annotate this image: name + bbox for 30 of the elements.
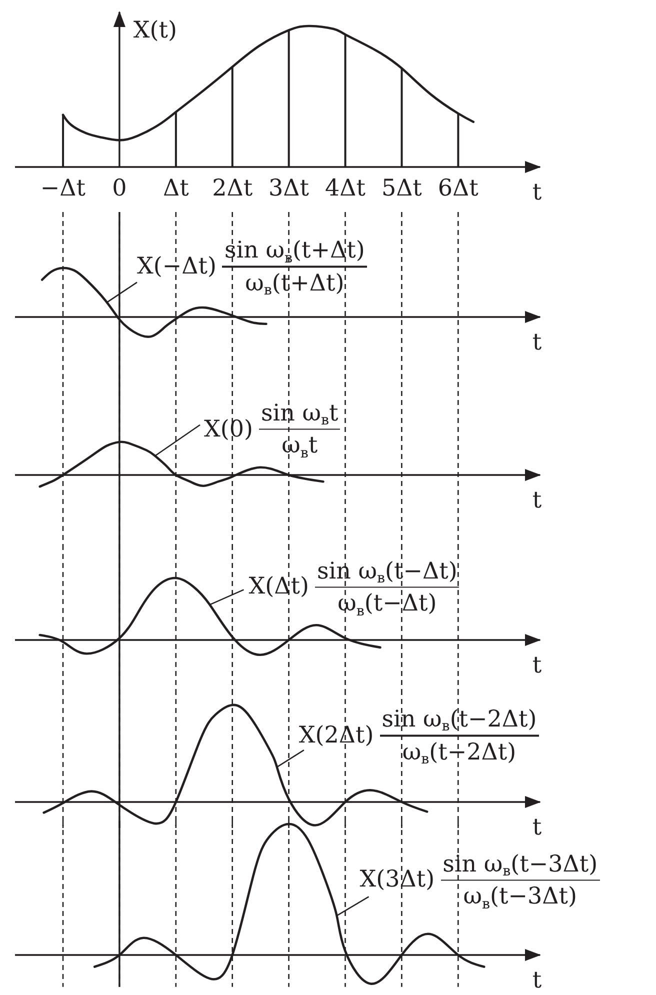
text: sin ω$_{в}$t: [260, 400, 340, 429]
annotation: sin ω$_{в}$(t−2Δt): [380, 706, 538, 736]
x-tick-label: 4Δt: [324, 175, 366, 202]
annotation: ω$_{в}$(t−2Δt): [402, 738, 516, 768]
x-axis-title: t: [532, 968, 542, 994]
x-axis-title: t: [532, 180, 542, 206]
annotation: ω$_{в}$(t−3Δt): [463, 882, 577, 912]
annotation: X(3Δt): [360, 867, 435, 894]
x-tick-label: 0: [112, 175, 127, 202]
annotation: ω$_{в}$t: [282, 432, 318, 462]
x-tick-label: −Δt: [40, 175, 86, 202]
y-axis-title: X(t): [133, 18, 177, 44]
annotation: sin ω$_{в}$(t−3Δt): [442, 851, 599, 880]
annotation: X(0): [204, 416, 253, 442]
x-tick-label: 5Δt: [381, 175, 423, 202]
annotation: X(Δt): [248, 574, 309, 600]
annotation: X(−Δt): [137, 254, 216, 280]
x-axis-title: t: [532, 814, 542, 840]
x-tick-label: 6Δt: [438, 175, 480, 202]
annotation: sin ω$_{в}$(t−Δt): [316, 558, 458, 587]
annotation: ω$_{в}$(t+Δt): [245, 270, 344, 299]
x-axis-title: t: [532, 488, 542, 514]
x-tick-label: 3Δt: [268, 175, 310, 202]
annotation: X(2Δt): [298, 722, 374, 749]
x-axis-title: t: [532, 652, 542, 678]
x-tick-label: 2Δt: [212, 175, 254, 202]
annotation: ω$_{в}$(t−Δt): [338, 590, 437, 620]
x-axis-title: t: [532, 330, 542, 356]
x-tick-label: Δt: [162, 175, 190, 202]
text: sin ω$_{в}$(t+Δt): [223, 238, 366, 266]
